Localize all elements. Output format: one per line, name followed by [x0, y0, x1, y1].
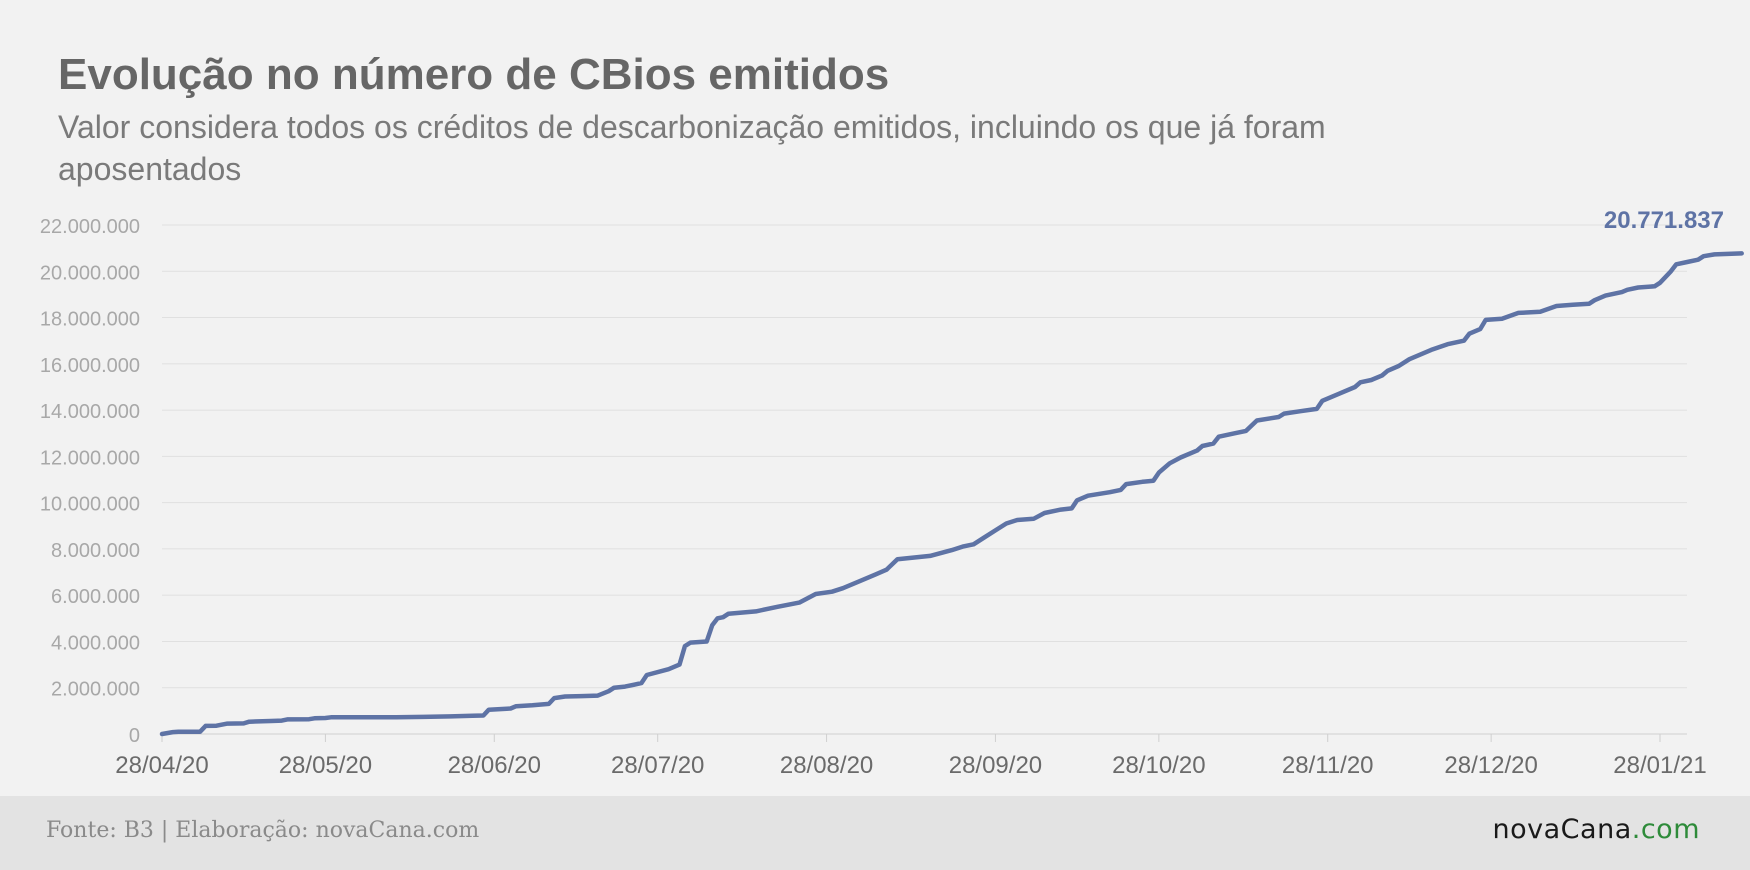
y-tick-label: 6.000.000 — [51, 586, 140, 608]
y-tick-label: 4.000.000 — [51, 632, 140, 654]
y-tick-label: 8.000.000 — [51, 540, 140, 562]
y-tick-label: 16.000.000 — [40, 355, 140, 377]
chart-subtitle: Valor considera todos os créditos de des… — [58, 109, 1326, 187]
y-tick-label: 10.000.000 — [40, 494, 140, 516]
y-tick-label: 12.000.000 — [40, 447, 140, 469]
y-axis-ticks: 0 2.000.000 4.000.000 6.000.000 8.000.000 10.… — [40, 216, 140, 747]
x-tick-label: 28/08/20 — [780, 752, 873, 779]
footer-bar: Fonte: B3 | Elaboração: novaCana.com nov… — [0, 796, 1750, 870]
x-tick-label: 28/05/20 — [279, 752, 372, 779]
y-tick-label: 22.000.000 — [40, 216, 140, 238]
y-tick-label: 0 — [129, 725, 140, 747]
x-tick-label: 28/12/20 — [1444, 752, 1537, 779]
novacana-logo: novaCana.com — [1492, 814, 1700, 845]
end-value-label: 20.771.837 — [1604, 207, 1724, 234]
line-chart: 0 2.000.000 4.000.000 6.000.000 8.000.000 10.… — [40, 207, 1744, 779]
series-group — [159, 251, 1744, 737]
x-tick-label: 28/01/21 — [1613, 752, 1706, 779]
y-tick-label: 2.000.000 — [51, 679, 140, 701]
x-tick-label: 28/09/20 — [949, 752, 1042, 779]
source-credit: Fonte: B3 | Elaboração: novaCana.com — [46, 818, 480, 843]
x-tick-label: 28/07/20 — [611, 752, 704, 779]
gridlines — [162, 224, 1687, 735]
y-tick-label: 14.000.000 — [40, 401, 140, 423]
y-tick-label: 18.000.000 — [40, 309, 140, 331]
x-axis-ticks: 28/04/20 28/05/20 28/06/20 28/07/20 28/08/20… — [115, 734, 1707, 779]
x-tick-label: 28/11/20 — [1282, 752, 1374, 779]
y-tick-label: 20.000.000 — [40, 262, 140, 284]
series-line — [159, 251, 1744, 737]
chart-title: Evolução no número de CBios emitidos — [58, 50, 890, 99]
x-tick-label: 28/06/20 — [448, 752, 541, 779]
x-tick-label: 28/10/20 — [1112, 752, 1205, 779]
x-tick-label: 28/04/20 — [115, 752, 208, 779]
